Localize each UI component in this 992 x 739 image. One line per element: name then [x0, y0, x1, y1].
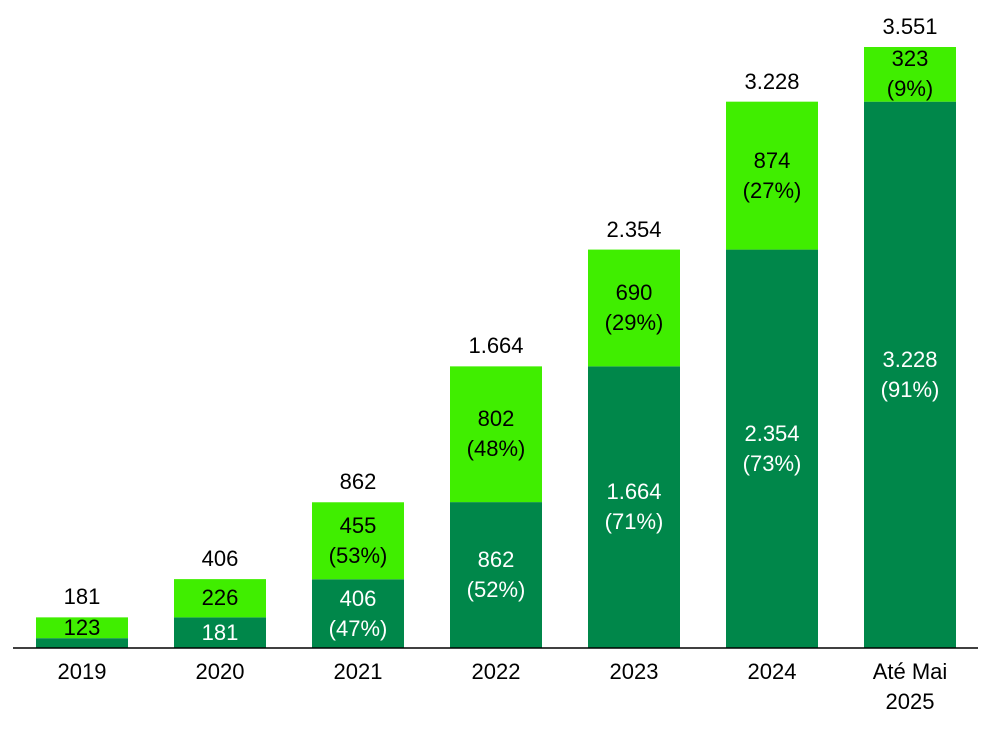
total-label: 3.551 [882, 14, 938, 39]
x-tick-label: 2021 [333, 659, 383, 684]
bar-segment [864, 47, 956, 102]
bar-segment [36, 638, 128, 648]
bar-segment [588, 249, 680, 367]
total-label: 862 [339, 469, 377, 495]
value-label: 226 [201, 585, 239, 611]
bar-segment [312, 579, 404, 648]
value-label: 123 [63, 614, 101, 640]
total-label: 406 [201, 546, 239, 572]
bar-segment [450, 366, 542, 503]
total-label: 181 [63, 584, 101, 610]
value-label: 406 (47%) [328, 585, 388, 641]
value-label: 455 (53%) [328, 512, 388, 568]
bar-segment [864, 101, 956, 649]
total-label: 2.354 [606, 216, 662, 242]
bar-segment [174, 579, 266, 618]
x-tick-label: 2020 [195, 659, 245, 684]
bar-segment [36, 617, 128, 639]
x-tick-label: 2022 [471, 659, 521, 684]
value-label: 181 [201, 619, 239, 645]
bar-segment [450, 502, 542, 648]
x-tick-label: 2023 [609, 659, 659, 684]
value-label: 3.228 (91%) [880, 346, 940, 402]
bar-segment [588, 366, 680, 648]
bar-segment [174, 617, 266, 648]
bar-segment [726, 249, 818, 649]
total-label: 3.228 [744, 68, 800, 94]
x-tick-label: Até Mai 2025 [872, 659, 948, 714]
value-label: 862 (52%) [466, 547, 526, 603]
value-label: 690 (29%) [604, 279, 664, 335]
value-label: 802 (48%) [466, 406, 526, 462]
total-label: 1.664 [468, 333, 524, 359]
x-tick-label: 2024 [747, 659, 797, 684]
value-label: 874 (27%) [742, 147, 802, 203]
value-label: 1.664 (71%) [604, 479, 664, 535]
value-label: 323 (9%) [886, 46, 934, 102]
x-tick-label: 2019 [57, 659, 107, 684]
bar-segment [726, 101, 818, 250]
value-label: 2.354 (73%) [742, 420, 802, 476]
bar-segment [312, 502, 404, 580]
